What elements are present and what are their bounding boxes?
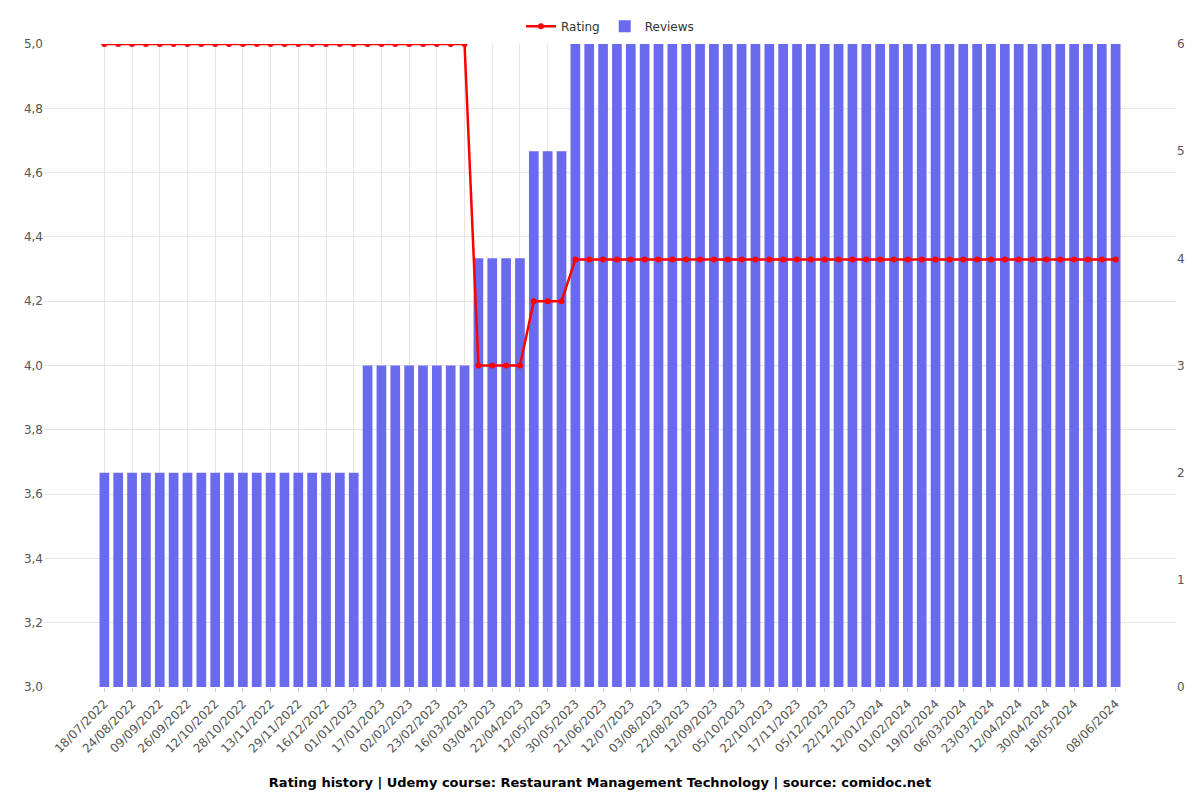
svg-text:23/03/2024: 23/03/2024 <box>939 697 998 756</box>
svg-text:5,0: 5,0 <box>24 37 43 51</box>
svg-text:26/09/2022: 26/09/2022 <box>135 697 194 756</box>
svg-text:3: 3 <box>1177 359 1185 373</box>
svg-text:05/10/2023: 05/10/2023 <box>689 697 748 756</box>
svg-text:09/09/2022: 09/09/2022 <box>107 697 166 756</box>
svg-text:02/02/2023: 02/02/2023 <box>357 697 416 756</box>
svg-text:24/08/2022: 24/08/2022 <box>80 697 139 756</box>
svg-text:12/10/2022: 12/10/2022 <box>163 697 222 756</box>
svg-text:4,4: 4,4 <box>24 230 43 244</box>
svg-text:22/04/2023: 22/04/2023 <box>468 697 527 756</box>
svg-text:03/08/2023: 03/08/2023 <box>606 697 665 756</box>
svg-text:0: 0 <box>1177 680 1185 694</box>
svg-text:16/03/2023: 16/03/2023 <box>412 697 471 756</box>
svg-text:4: 4 <box>1177 252 1185 266</box>
svg-text:03/04/2023: 03/04/2023 <box>440 697 499 756</box>
svg-text:3,8: 3,8 <box>24 423 43 437</box>
svg-text:12/05/2023: 12/05/2023 <box>495 697 554 756</box>
svg-text:Rating: Rating <box>561 20 600 34</box>
svg-text:4,0: 4,0 <box>24 359 43 373</box>
svg-text:28/10/2022: 28/10/2022 <box>190 697 249 756</box>
svg-text:1: 1 <box>1177 573 1185 587</box>
svg-text:13/11/2022: 13/11/2022 <box>218 697 277 756</box>
svg-text:4,2: 4,2 <box>24 294 43 308</box>
svg-text:5: 5 <box>1177 144 1185 158</box>
svg-text:18/07/2022: 18/07/2022 <box>52 697 111 756</box>
svg-text:01/01/2023: 01/01/2023 <box>301 697 360 756</box>
svg-text:12/07/2023: 12/07/2023 <box>578 697 637 756</box>
svg-text:6: 6 <box>1177 37 1185 51</box>
svg-text:17/01/2023: 17/01/2023 <box>329 697 388 756</box>
svg-text:22/08/2023: 22/08/2023 <box>634 697 693 756</box>
svg-text:Rating history | Udemy course:: Rating history | Udemy course: Restauran… <box>269 775 931 790</box>
svg-text:19/02/2024: 19/02/2024 <box>883 697 942 756</box>
svg-text:17/11/2023: 17/11/2023 <box>745 697 804 756</box>
svg-text:12/04/2024: 12/04/2024 <box>966 697 1025 756</box>
svg-text:22/12/2023: 22/12/2023 <box>800 697 859 756</box>
svg-text:01/02/2024: 01/02/2024 <box>855 697 914 756</box>
svg-text:4,8: 4,8 <box>24 102 43 116</box>
svg-text:4,6: 4,6 <box>24 166 43 180</box>
svg-text:Reviews: Reviews <box>645 20 694 34</box>
svg-text:3,4: 3,4 <box>24 552 43 566</box>
svg-text:30/05/2023: 30/05/2023 <box>523 697 582 756</box>
svg-text:29/11/2022: 29/11/2022 <box>246 697 305 756</box>
svg-text:3,0: 3,0 <box>24 680 43 694</box>
svg-text:12/01/2024: 12/01/2024 <box>828 697 887 756</box>
svg-text:06/03/2024: 06/03/2024 <box>911 697 970 756</box>
svg-text:2: 2 <box>1177 466 1185 480</box>
svg-text:18/05/2024: 18/05/2024 <box>1022 697 1081 756</box>
svg-text:3,6: 3,6 <box>24 487 43 501</box>
svg-text:12/09/2023: 12/09/2023 <box>661 697 720 756</box>
svg-text:30/04/2024: 30/04/2024 <box>994 697 1053 756</box>
svg-text:22/10/2023: 22/10/2023 <box>717 697 776 756</box>
svg-text:16/12/2022: 16/12/2022 <box>274 697 333 756</box>
svg-text:23/02/2023: 23/02/2023 <box>384 697 443 756</box>
svg-text:3,2: 3,2 <box>24 616 43 630</box>
svg-text:08/06/2024: 08/06/2024 <box>1063 697 1122 756</box>
svg-text:05/12/2023: 05/12/2023 <box>772 697 831 756</box>
svg-text:21/06/2023: 21/06/2023 <box>551 697 610 756</box>
